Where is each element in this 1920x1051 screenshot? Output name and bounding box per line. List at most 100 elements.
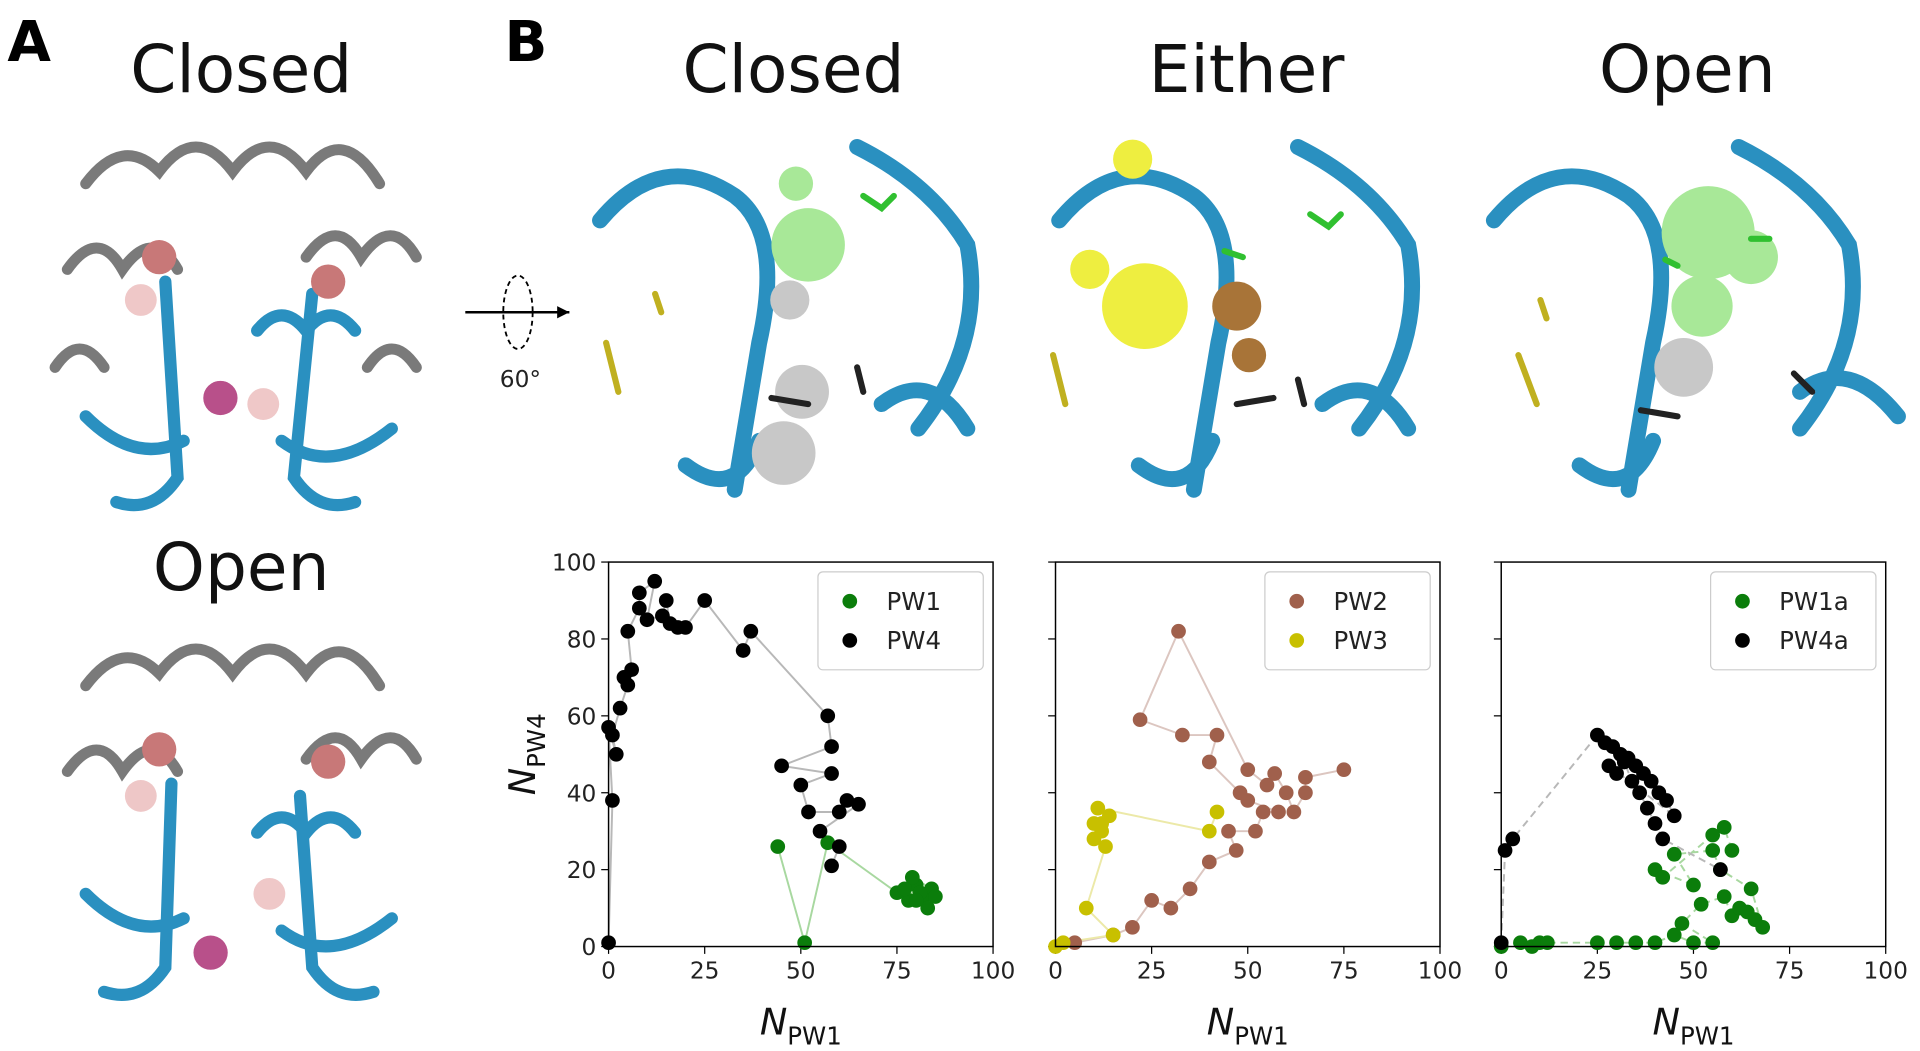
- point: [1705, 935, 1721, 951]
- pathway-structures: [592, 138, 1906, 498]
- point: [631, 585, 647, 601]
- point: [743, 623, 759, 639]
- trajectory-line: [776, 841, 936, 943]
- point: [1705, 827, 1721, 843]
- point: [1590, 935, 1605, 951]
- point: [1609, 766, 1624, 781]
- legend-swatch: [842, 593, 858, 609]
- point: [1616, 754, 1632, 770]
- point: [793, 777, 809, 793]
- point: [1655, 869, 1671, 885]
- point: [1659, 793, 1674, 808]
- trajectory-line: [1501, 825, 1764, 948]
- structure-title: Closed: [682, 31, 904, 108]
- point: [1209, 804, 1225, 820]
- point: [608, 746, 624, 762]
- point: [1639, 800, 1655, 816]
- axis-label-sub: PW1: [787, 1021, 842, 1050]
- point: [678, 620, 693, 635]
- point: [1505, 831, 1521, 847]
- axis-label-main: N: [501, 768, 544, 795]
- point: [1686, 935, 1701, 951]
- axis-label-main: N: [760, 1001, 787, 1044]
- point: [1743, 881, 1759, 897]
- x-tick-label: 75: [1329, 957, 1359, 984]
- point: [1666, 808, 1682, 824]
- point: [639, 612, 655, 628]
- legend-box: [1710, 571, 1877, 671]
- point: [1240, 762, 1256, 778]
- legend-label: PW1a: [1779, 587, 1849, 616]
- axis-label-main: N: [1207, 1001, 1234, 1044]
- point: [1171, 623, 1186, 639]
- x-tick-label: 0: [1048, 957, 1063, 984]
- point: [1105, 927, 1121, 943]
- point: [1674, 916, 1690, 931]
- x-tick-label: 100: [1864, 957, 1908, 984]
- point: [904, 869, 920, 885]
- plot-frame: [1500, 561, 1887, 948]
- point: [1278, 785, 1294, 801]
- axis-label: NPW1: [1652, 1001, 1734, 1051]
- point: [812, 823, 828, 839]
- point: [612, 700, 628, 716]
- point: [1221, 823, 1236, 839]
- point: [1624, 773, 1640, 789]
- point: [1228, 843, 1244, 858]
- structure-title: Open: [153, 529, 330, 606]
- point: [1655, 831, 1671, 847]
- legend-label: PW3: [1333, 626, 1388, 655]
- structure-title: Open: [1599, 31, 1776, 108]
- point: [831, 804, 847, 820]
- point: [697, 593, 713, 608]
- legend-label: PW1: [887, 587, 942, 616]
- point: [1055, 935, 1071, 951]
- point: [831, 839, 847, 854]
- point: [1248, 823, 1263, 839]
- point: [1705, 843, 1721, 858]
- axis-label: NPW1: [760, 1001, 842, 1051]
- x-tick-label: 25: [690, 957, 720, 984]
- legend-swatch: [1289, 633, 1305, 648]
- legend-swatch: [1735, 633, 1750, 648]
- point: [1132, 712, 1148, 728]
- panel-label: B: [504, 10, 547, 75]
- point: [824, 766, 839, 781]
- y-tick-label: 60: [567, 703, 597, 730]
- point: [908, 893, 924, 908]
- x-tick-label: 75: [1775, 957, 1805, 984]
- point: [1255, 804, 1271, 820]
- point: [1201, 854, 1217, 870]
- point: [770, 839, 786, 854]
- point: [1647, 816, 1663, 831]
- axis-label-sub: PW4: [522, 713, 551, 768]
- point: [1286, 804, 1302, 820]
- protein-structure: [49, 141, 422, 1001]
- point: [647, 573, 663, 589]
- x-tick-label: 25: [1583, 957, 1613, 984]
- x-tick-label: 0: [601, 957, 616, 984]
- y-tick-label: 100: [552, 550, 596, 577]
- point: [1540, 935, 1555, 951]
- point: [1267, 766, 1283, 781]
- x-tick-label: 25: [1137, 957, 1167, 984]
- legend-label: PW4a: [1779, 626, 1849, 655]
- point: [797, 935, 813, 951]
- x-tick-label: 100: [971, 957, 1015, 984]
- x-tick-label: 50: [1679, 957, 1709, 984]
- axis-label: NPW1: [1207, 1001, 1289, 1051]
- point: [1209, 727, 1225, 743]
- point: [851, 796, 866, 812]
- point: [1078, 900, 1094, 916]
- point: [820, 835, 836, 851]
- structure-title: Either: [1149, 31, 1346, 108]
- point: [605, 727, 620, 743]
- point: [1182, 881, 1198, 897]
- axis-label-sub: PW1: [1234, 1021, 1289, 1050]
- point: [801, 804, 816, 820]
- point: [1666, 846, 1682, 862]
- point: [658, 593, 674, 608]
- axis-label: NPW4: [501, 713, 551, 795]
- point: [820, 708, 836, 724]
